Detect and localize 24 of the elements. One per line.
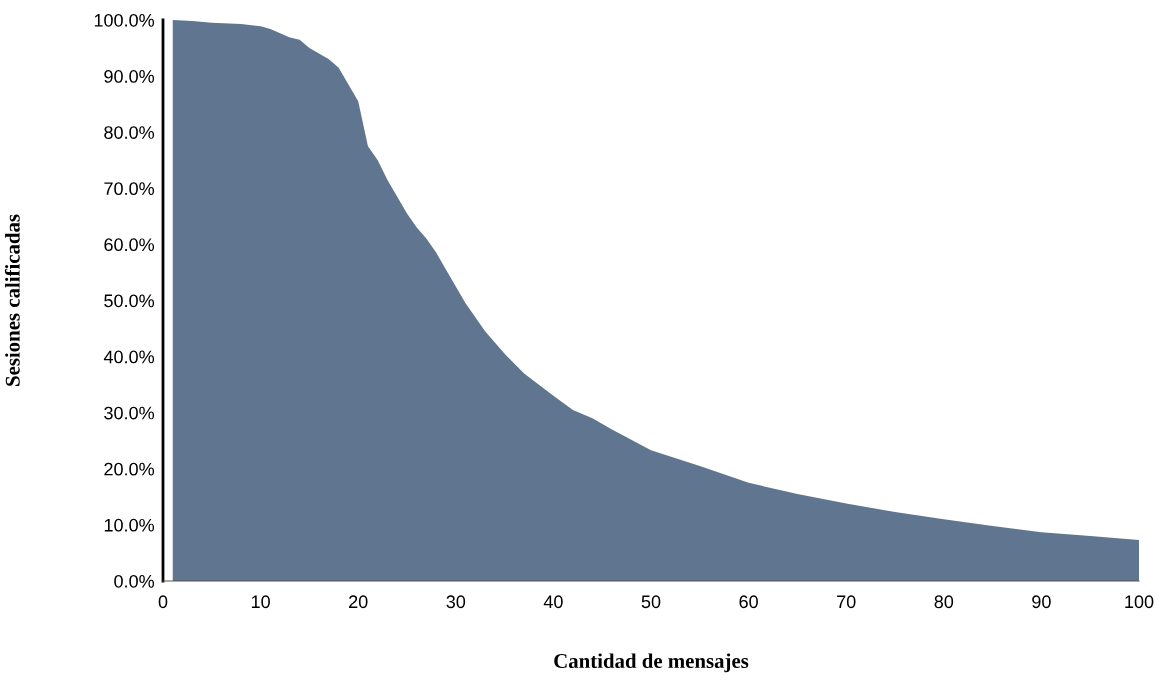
y-tick-label: 70.0% bbox=[104, 182, 155, 196]
x-tick-label: 90 bbox=[1032, 595, 1051, 609]
y-tick-label: 40.0% bbox=[103, 350, 155, 364]
y-tick-label: 50.0% bbox=[104, 294, 155, 308]
y-tick-label: 20.0% bbox=[104, 462, 155, 476]
y-tick-label: 30.0% bbox=[104, 406, 155, 420]
y-tick-label: 0.0% bbox=[114, 574, 155, 588]
y-tick-label: 60.0% bbox=[104, 238, 155, 252]
y-tick-label: 80.0% bbox=[104, 126, 155, 139]
y-axis-title: Sesiones calificadas bbox=[4, 214, 20, 386]
x-tick-label: 50 bbox=[641, 595, 661, 609]
x-tick-label: 30 bbox=[446, 595, 466, 609]
x-tick-label: 70 bbox=[837, 595, 856, 609]
x-tick-label: 40 bbox=[543, 595, 563, 609]
x-tick-label: 20 bbox=[349, 595, 368, 609]
x-tick-label: 80 bbox=[934, 595, 954, 609]
x-tick-label: 100 bbox=[1125, 595, 1154, 609]
x-axis-title: Cantidad de mensajes bbox=[554, 653, 749, 673]
y-tick-label: 100.0% bbox=[94, 13, 155, 27]
x-tick-label: 10 bbox=[251, 595, 270, 609]
x-tick-label: 60 bbox=[739, 595, 758, 609]
x-tick-label: 0 bbox=[158, 595, 168, 609]
y-tick-label: 90.0% bbox=[104, 70, 155, 83]
y-tick-label: 10.0% bbox=[104, 518, 155, 532]
